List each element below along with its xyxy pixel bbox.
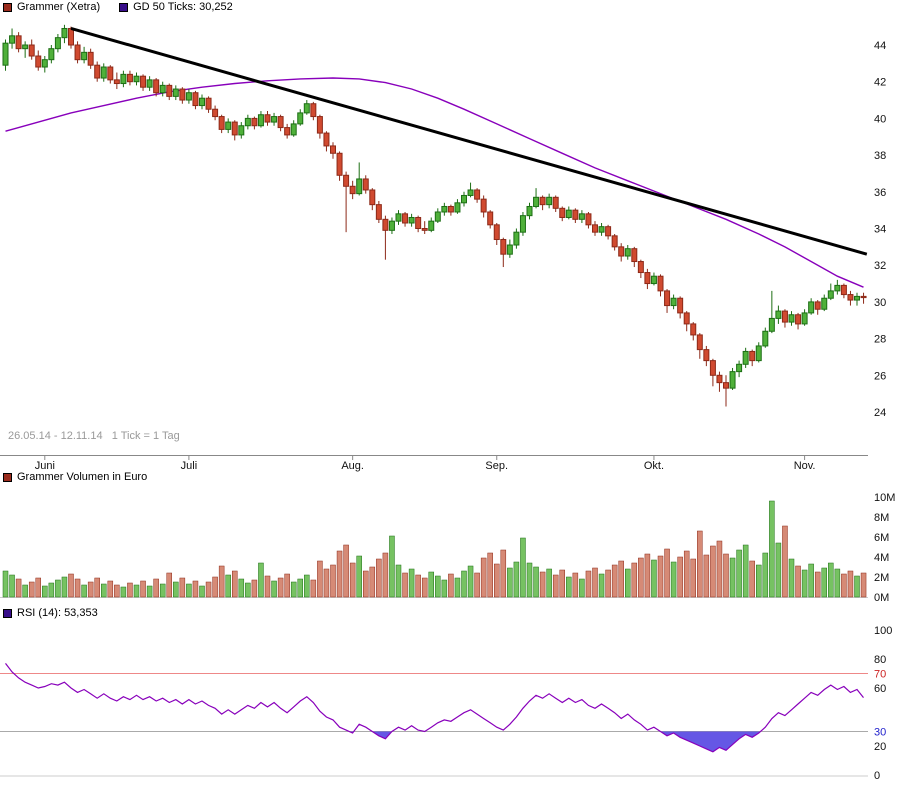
rsi-oversold-fill — [349, 731, 761, 752]
svg-text:0M: 0M — [874, 592, 889, 604]
svg-text:10M: 10M — [874, 492, 895, 504]
svg-text:6M: 6M — [874, 532, 889, 544]
svg-text:28: 28 — [874, 334, 886, 346]
rsi-panel: 100 80 70 60 30 20 0 RSI (14): 53,353 — [0, 606, 907, 789]
volume-bars — [2, 500, 867, 598]
svg-text:36: 36 — [874, 187, 886, 199]
price-panel: 24 26 28 30 32 34 36 38 40 42 44 Juni Juli Aug. Sep. Ok… — [0, 1, 886, 472]
svg-text:Okt.: Okt. — [644, 460, 664, 472]
svg-text:Nov.: Nov. — [794, 460, 816, 472]
svg-text:30: 30 — [874, 297, 886, 309]
svg-text:Juni: Juni — [35, 460, 55, 472]
rsi-series-label: RSI (14): 53,353 — [17, 607, 98, 619]
svg-text:Juli: Juli — [181, 460, 198, 472]
rsi-chart: 100 80 70 60 30 20 0 — [0, 625, 892, 782]
svg-text:38: 38 — [874, 150, 886, 162]
volume-y-axis: 0M 2M 4M 6M 8M 10M — [874, 492, 895, 604]
svg-text:4M: 4M — [874, 552, 889, 564]
date-range-note: 26.05.14 - 12.11.14 1 Tick = 1 Tag — [8, 430, 180, 442]
volume-panel: 0M 2M 4M 6M 8M 10M Grammer Volumen in Euro — [0, 470, 907, 606]
svg-text:2M: 2M — [874, 572, 889, 584]
price-y-axis: 24 26 28 30 32 34 36 38 40 42 44 — [874, 40, 886, 419]
gd50-swatch-icon — [119, 2, 129, 12]
svg-text:24: 24 — [874, 407, 886, 419]
svg-text:26: 26 — [874, 370, 886, 382]
svg-text:Sep.: Sep. — [485, 460, 508, 472]
svg-text:8M: 8M — [874, 512, 889, 524]
price-chart: 24 26 28 30 32 34 36 38 40 42 44 Juni Juli Aug. Sep. Ok… — [0, 24, 886, 472]
svg-text:80: 80 — [874, 654, 886, 666]
volume-chart: 0M 2M 4M 6M 8M 10M — [0, 492, 895, 604]
volume-series-label: Grammer Volumen in Euro — [17, 471, 148, 483]
svg-text:60: 60 — [874, 683, 886, 695]
svg-text:34: 34 — [874, 224, 886, 236]
svg-text:70: 70 — [874, 669, 886, 681]
svg-text:42: 42 — [874, 77, 886, 89]
volume-legend: Grammer Volumen in Euro — [3, 471, 147, 483]
candlesticks — [2, 24, 867, 407]
svg-text:Aug.: Aug. — [341, 460, 364, 472]
rsi-legend: RSI (14): 53,353 — [3, 607, 98, 619]
gd50-label: GD 50 Ticks: 30,252 — [133, 1, 233, 13]
price-legend: Grammer (Xetra) GD 50 Ticks: 30,252 — [3, 1, 233, 13]
svg-text:30: 30 — [874, 727, 886, 739]
month-labels: Juni Juli Aug. Sep. Okt. Nov. — [35, 455, 816, 472]
rsi-line — [5, 663, 864, 753]
svg-text:44: 44 — [874, 40, 886, 52]
grammer-series-swatch-icon — [3, 2, 12, 12]
downtrend-line — [70, 27, 868, 256]
grammer-series-label: Grammer (Xetra) — [17, 1, 101, 13]
svg-text:32: 32 — [874, 260, 886, 272]
volume-series-swatch-icon — [3, 472, 12, 482]
rsi-y-axis: 100 80 70 60 30 20 0 — [874, 625, 892, 782]
svg-text:0: 0 — [874, 770, 880, 782]
svg-text:20: 20 — [874, 741, 886, 753]
rsi-series-swatch-icon — [3, 608, 12, 618]
svg-text:40: 40 — [874, 113, 886, 125]
gd50-line — [5, 77, 864, 288]
svg-text:100: 100 — [874, 625, 892, 637]
